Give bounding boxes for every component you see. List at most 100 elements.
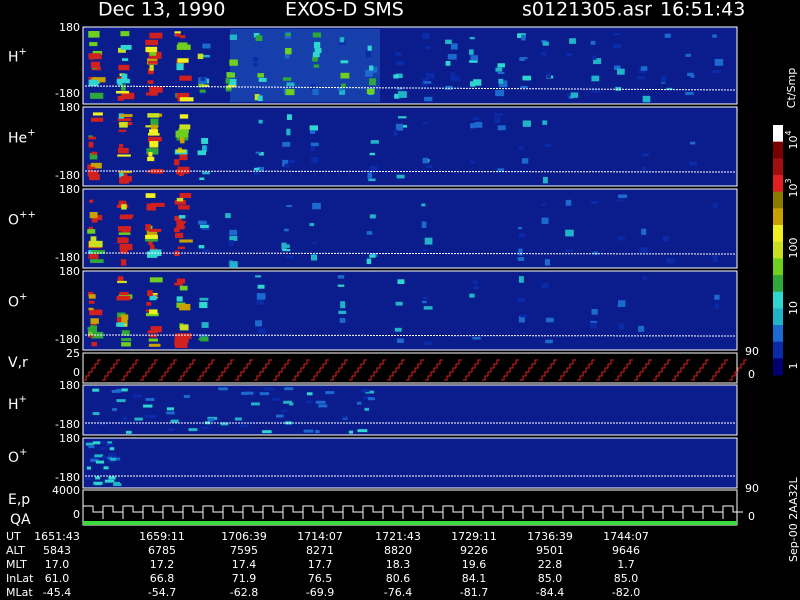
spectrum-cell bbox=[92, 50, 103, 56]
spectrum-cell bbox=[92, 412, 100, 416]
spectrum-cell bbox=[394, 93, 400, 99]
footer-value: 5843 bbox=[43, 544, 71, 557]
spectrum-cell bbox=[370, 140, 379, 144]
spectrum-cell bbox=[225, 78, 230, 84]
spectrum-cell bbox=[311, 156, 319, 163]
spectrum-cell bbox=[517, 297, 526, 302]
spectrum-cell bbox=[177, 147, 182, 151]
footer-value: -76.4 bbox=[384, 586, 412, 599]
spectrum-cell bbox=[90, 318, 99, 324]
spectrum-cell bbox=[714, 294, 720, 300]
spectrum-cell bbox=[149, 334, 158, 338]
spectrum-cell bbox=[147, 136, 162, 142]
spectrum-cell bbox=[338, 310, 347, 314]
spectrum-cell bbox=[286, 159, 295, 163]
colorbar-tick-base: 1 bbox=[787, 363, 800, 370]
spectrum-cell bbox=[202, 43, 211, 49]
spectrum-cell bbox=[229, 261, 238, 268]
spectrum-cell bbox=[88, 300, 95, 304]
colorbar-cell bbox=[773, 208, 783, 226]
spectrum-cell bbox=[88, 135, 93, 138]
spectrum-cell bbox=[617, 68, 625, 75]
footer-label: MLT bbox=[6, 558, 27, 571]
footer-value: 17.7 bbox=[308, 558, 333, 571]
spectrum-cell bbox=[318, 404, 328, 408]
spectrum-cell bbox=[393, 129, 398, 137]
spectrum-cell bbox=[325, 391, 335, 395]
spectrum-cell bbox=[313, 41, 321, 49]
spectrum-cell bbox=[90, 61, 100, 68]
spectrum-cell bbox=[617, 300, 626, 307]
spectrum-cell bbox=[146, 203, 156, 211]
y-tick-top: 4000 bbox=[52, 484, 80, 497]
spectrum-cell bbox=[88, 294, 96, 299]
texture bbox=[230, 29, 380, 102]
spectrum-cell bbox=[445, 39, 452, 45]
spectrum-cell bbox=[149, 51, 157, 56]
spectrum-cell bbox=[470, 160, 476, 164]
panel bbox=[82, 26, 738, 105]
spectrum-cell bbox=[450, 76, 460, 82]
spectrum-cell bbox=[119, 172, 124, 179]
spectrum-cell bbox=[111, 389, 121, 393]
spectrum-cell bbox=[518, 276, 524, 283]
spectrum-cell bbox=[312, 56, 319, 62]
spectrum-cell bbox=[518, 248, 523, 256]
spectrum-cell bbox=[423, 341, 433, 346]
spectrum-cell bbox=[685, 91, 694, 96]
spectrum-cell bbox=[174, 227, 180, 233]
spectrum-cell bbox=[369, 254, 376, 258]
spectrum-cell bbox=[590, 322, 597, 329]
spectrum-cell bbox=[150, 244, 155, 251]
spectrum-cell bbox=[176, 278, 186, 284]
spectrum-cell bbox=[120, 84, 126, 91]
spectrum-cell bbox=[116, 399, 126, 403]
spectrum-cell bbox=[88, 79, 99, 87]
spectrum-cell bbox=[176, 220, 186, 224]
spectrum-cell bbox=[258, 152, 264, 156]
spectrum-cell bbox=[689, 141, 696, 145]
spectrum-cell bbox=[149, 295, 157, 301]
spectrum-cell bbox=[641, 153, 650, 157]
panel-label-base: O bbox=[8, 295, 19, 311]
spectrum-cell bbox=[88, 136, 96, 140]
spectrum-cell bbox=[200, 224, 209, 229]
spectrum-cell bbox=[641, 166, 646, 171]
spectrum-cell bbox=[339, 41, 347, 45]
footer-value: 1744:07 bbox=[603, 530, 649, 543]
spectrum-cell bbox=[113, 483, 122, 487]
panel bbox=[82, 188, 738, 269]
spectrum-cell bbox=[179, 75, 192, 81]
spectrum-cell bbox=[145, 193, 156, 198]
spectrum-cell bbox=[255, 151, 262, 154]
spectrum-cell bbox=[394, 327, 402, 332]
spectrum-cell bbox=[422, 157, 428, 164]
spectrum-cell bbox=[615, 86, 622, 91]
spectrum-cell bbox=[174, 333, 181, 339]
y-tick-top: 180 bbox=[59, 21, 80, 34]
spectrum-cell bbox=[282, 77, 292, 81]
panel bbox=[82, 437, 738, 489]
spectrum-cell bbox=[175, 31, 181, 37]
spectrum-cell bbox=[259, 392, 270, 396]
spectrum-cell bbox=[117, 276, 124, 282]
spectrum-cell bbox=[176, 296, 183, 302]
spectrum-cell bbox=[176, 63, 184, 71]
spectrum-cell bbox=[87, 327, 92, 331]
spectrum-cell bbox=[229, 34, 238, 40]
spectrum-cell bbox=[149, 129, 159, 135]
spectrum-cell bbox=[107, 441, 113, 445]
spectrum-cell bbox=[121, 92, 135, 100]
spectrum-cell bbox=[256, 293, 266, 300]
spectrum-cell bbox=[95, 460, 105, 464]
spectrum-cell bbox=[591, 75, 600, 82]
spectrum-cell bbox=[522, 120, 531, 127]
spectrum-cell bbox=[285, 89, 295, 96]
instrument: EXOS-D SMS bbox=[285, 0, 404, 21]
y-tick-bottom: -180 bbox=[55, 87, 80, 100]
spectrum-cell bbox=[590, 320, 598, 324]
spectrum-cell bbox=[117, 154, 131, 157]
spectrum-cell bbox=[116, 322, 125, 327]
spectrum-cell bbox=[494, 113, 503, 116]
spectrum-cell bbox=[258, 328, 266, 334]
